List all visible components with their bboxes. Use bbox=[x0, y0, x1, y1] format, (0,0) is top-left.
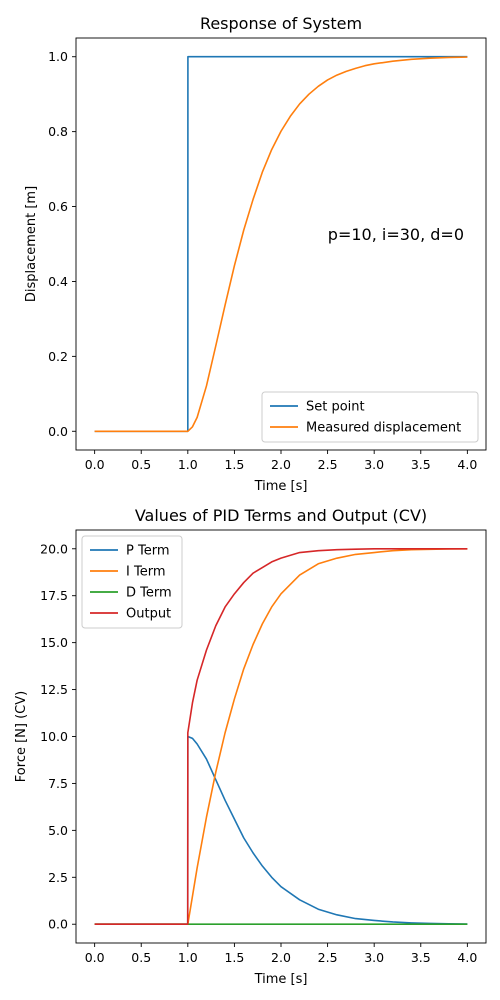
y-tick-label: 12.5 bbox=[40, 682, 68, 697]
legend: Set point Measured displacement bbox=[261, 391, 479, 443]
legend-entry: Measured displacement bbox=[306, 421, 461, 436]
y-tick-label: 0.4 bbox=[48, 274, 68, 289]
x-tick-label: 1.5 bbox=[224, 457, 244, 472]
legend-box bbox=[261, 391, 479, 443]
y-tick-label: 20.0 bbox=[40, 541, 68, 556]
series-line-measured-displacement bbox=[94, 56, 468, 433]
chart-1: 0.0 0.5 1.0 1.5 2.0 2.5 3.0 3.5 4.0 0.0 0.2 0.4 0.6 0… bbox=[24, 14, 487, 494]
y-tick-label: 10.0 bbox=[40, 729, 68, 744]
y-tick-label: 15.0 bbox=[40, 635, 68, 650]
x-tick-label: 0.0 bbox=[85, 457, 105, 472]
legend-entry: D Term bbox=[126, 586, 172, 601]
y-tick-label: 0.8 bbox=[48, 124, 68, 139]
legend-entry: I Term bbox=[126, 565, 165, 580]
x-tick-label: 1.0 bbox=[178, 457, 198, 472]
x-tick-label: 2.0 bbox=[271, 950, 291, 965]
chart-title: Values of PID Terms and Output (CV) bbox=[135, 506, 427, 525]
x-tick-label: 0.0 bbox=[85, 950, 105, 965]
x-axis-label: Time [s] bbox=[254, 972, 308, 987]
legend-entry: P Term bbox=[126, 544, 169, 559]
legend-entry: Set point bbox=[306, 400, 365, 415]
x-axis-label: Time [s] bbox=[254, 479, 308, 494]
y-tick-label: 5.0 bbox=[48, 823, 68, 838]
plot-frame bbox=[75, 37, 487, 451]
x-tick-label: 1.5 bbox=[224, 950, 244, 965]
y-tick-label: 0.6 bbox=[48, 199, 68, 214]
y-axis-label: Displacement [m] bbox=[24, 186, 39, 302]
y-axis-label: Force [N] (CV) bbox=[14, 691, 29, 782]
x-tick-label: 1.0 bbox=[178, 950, 198, 965]
series-group bbox=[94, 55, 468, 433]
series-line-output bbox=[94, 547, 468, 926]
y-tick-label: 17.5 bbox=[40, 588, 68, 603]
series-line-i-term bbox=[94, 547, 468, 926]
y-tick-label: 2.5 bbox=[48, 870, 68, 885]
legend-box bbox=[81, 535, 183, 629]
x-tick-label: 4.0 bbox=[457, 950, 477, 965]
x-tick-label: 2.5 bbox=[318, 950, 338, 965]
x-tick-label: 3.0 bbox=[364, 950, 384, 965]
chart-2: 0.0 0.5 1.0 1.5 2.0 2.5 3.0 3.5 4.0 0.0 2.5 5.0 7.5 1… bbox=[14, 506, 487, 987]
y-tick-label: 0.0 bbox=[48, 917, 68, 932]
y-tick-label: 0.0 bbox=[48, 424, 68, 439]
x-tick-label: 4.0 bbox=[457, 457, 477, 472]
series-group bbox=[94, 547, 468, 926]
x-tick-label: 3.5 bbox=[411, 950, 431, 965]
y-tick-label: 1.0 bbox=[48, 49, 68, 64]
x-tick-label: 3.0 bbox=[364, 457, 384, 472]
legend: P Term I Term D Term Output bbox=[81, 535, 183, 629]
x-tick-label: 3.5 bbox=[411, 457, 431, 472]
x-tick-label: 0.5 bbox=[131, 950, 151, 965]
x-tick-label: 0.5 bbox=[131, 457, 151, 472]
y-tick-label: 0.2 bbox=[48, 349, 68, 364]
series-line-p-term bbox=[94, 735, 468, 926]
chart-title: Response of System bbox=[200, 14, 362, 33]
y-tick-label: 7.5 bbox=[48, 776, 68, 791]
x-tick-label: 2.5 bbox=[318, 457, 338, 472]
legend-entry: Output bbox=[126, 607, 171, 622]
annotation: p=10, i=30, d=0 bbox=[328, 225, 464, 244]
x-tick-label: 2.0 bbox=[271, 457, 291, 472]
